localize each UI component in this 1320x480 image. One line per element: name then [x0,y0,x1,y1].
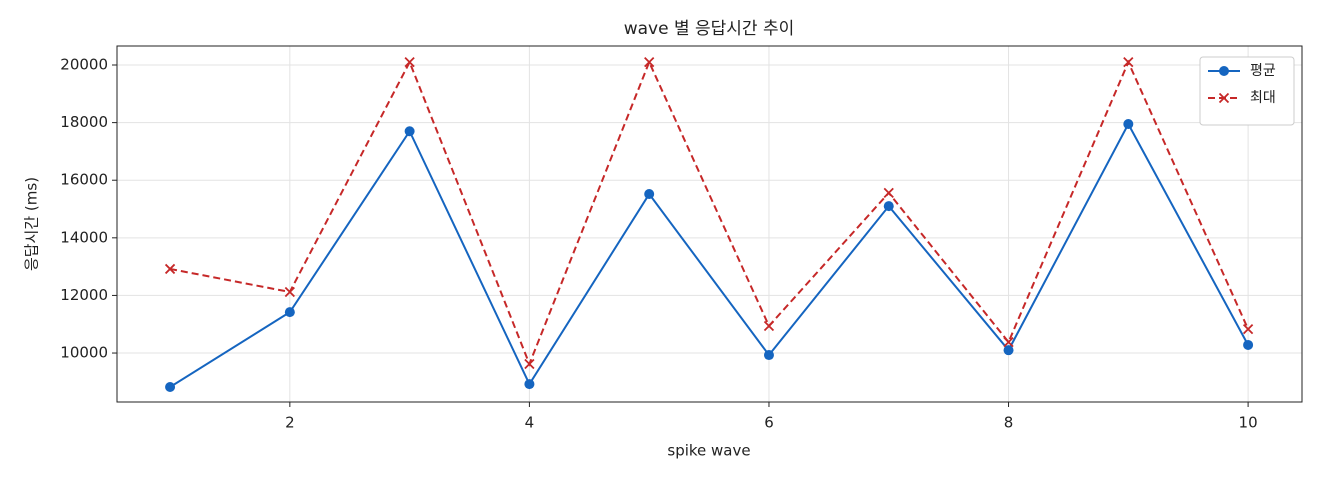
marker [1218,92,1230,104]
series-line [169,121,1249,388]
marker [883,201,894,212]
marker [284,286,295,298]
y-tick-label: 16000 [60,171,108,189]
x-tick-label: 8 [1004,414,1014,432]
marker [524,379,535,390]
marker [1123,56,1134,68]
x-tick-label: 6 [764,414,774,432]
marker [165,382,176,393]
plot-frame [116,45,1303,403]
marker [404,56,415,68]
marker [644,189,655,200]
x-axis-label: spike wave [667,442,750,460]
marker [404,126,415,137]
marker [524,358,535,370]
marker [883,187,894,199]
marker [164,263,176,275]
marker [644,56,655,68]
marker [1243,339,1254,350]
marker [1003,336,1014,348]
x-tick-label: 2 [285,414,295,432]
marker [284,307,295,318]
legend-label: 평균 [1250,63,1276,79]
marker [763,320,775,332]
y-tick-label: 14000 [60,228,108,246]
legend-box [1199,56,1295,126]
y-tick-label: 18000 [60,113,108,131]
marker [763,350,774,361]
y-tick-label: 12000 [60,286,108,304]
marker [1123,119,1134,130]
y-axis-label: 응답시간 (ms) [23,177,41,271]
marker [1219,66,1229,76]
marker [1003,345,1014,356]
marker [1242,323,1254,335]
x-tick-label: 4 [525,414,535,432]
y-tick-label: 10000 [60,344,108,362]
y-tick-label: 20000 [60,56,108,74]
series-line [169,59,1250,367]
x-tick-label: 10 [1239,414,1258,432]
chart-title: wave 별 응답시간 추이 [624,19,795,39]
legend-label: 최대 [1250,90,1276,106]
